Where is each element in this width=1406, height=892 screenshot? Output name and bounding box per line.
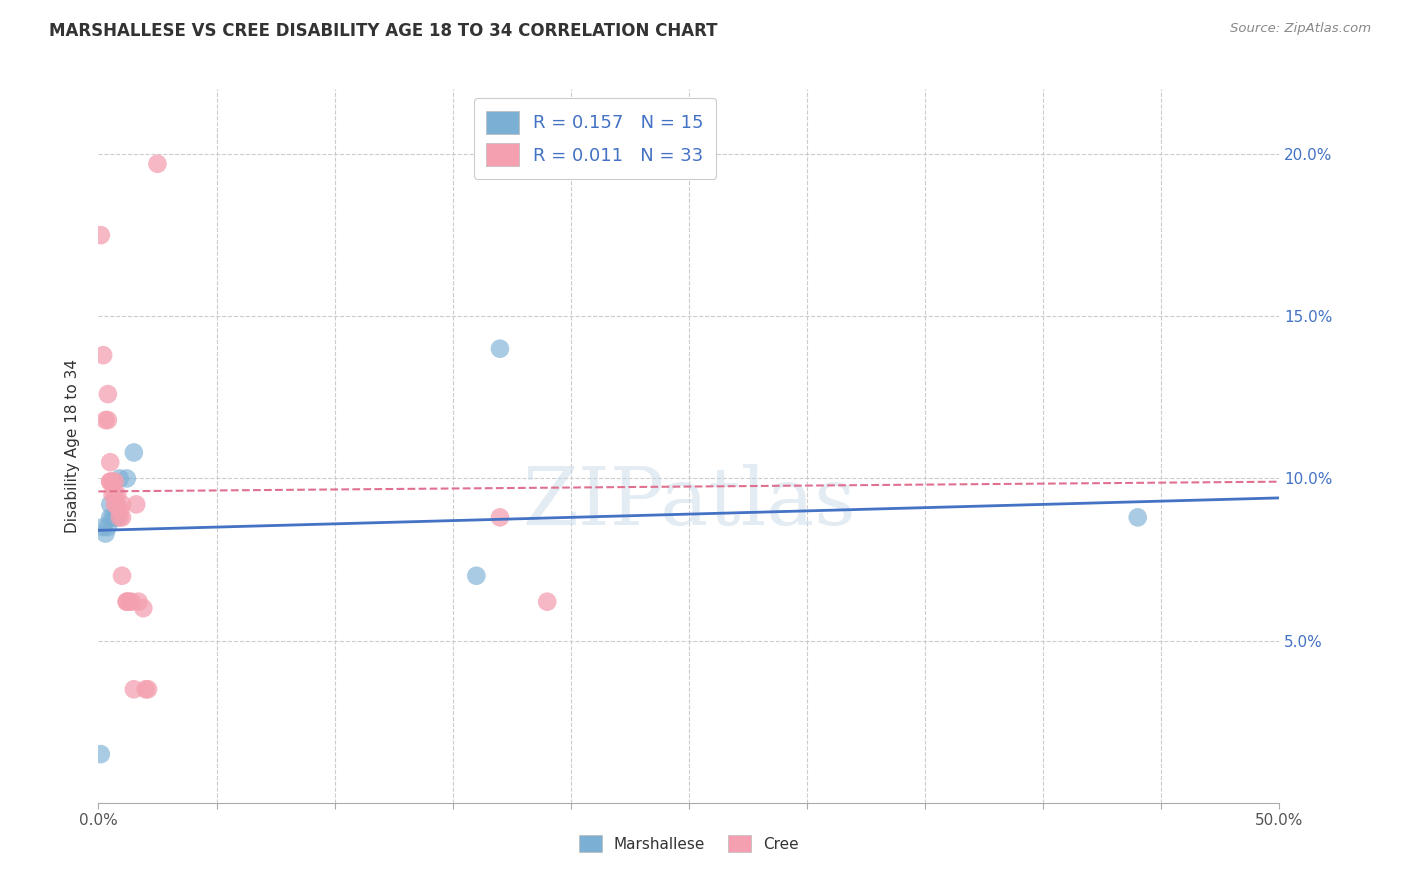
Point <box>122 682 145 697</box>
Point <box>489 342 512 356</box>
Point <box>115 471 138 485</box>
Point <box>98 455 121 469</box>
Point <box>98 475 121 489</box>
Text: ZIPatlas: ZIPatlas <box>522 464 856 542</box>
Point <box>90 747 112 761</box>
Point <box>108 510 131 524</box>
Point <box>136 682 159 697</box>
Point <box>105 510 128 524</box>
Point <box>108 471 131 485</box>
Point <box>98 475 121 489</box>
Point <box>1126 510 1149 524</box>
Point <box>118 595 141 609</box>
Point <box>98 510 121 524</box>
Point <box>111 568 134 582</box>
Point <box>121 595 143 609</box>
Point <box>111 497 134 511</box>
Point <box>91 348 114 362</box>
Point <box>128 595 150 609</box>
Point <box>105 488 128 502</box>
Point <box>94 413 117 427</box>
Point <box>94 526 117 541</box>
Point <box>105 497 128 511</box>
Text: MARSHALLESE VS CREE DISABILITY AGE 18 TO 34 CORRELATION CHART: MARSHALLESE VS CREE DISABILITY AGE 18 TO… <box>49 22 717 40</box>
Point <box>489 510 512 524</box>
Point <box>104 510 127 524</box>
Point <box>115 595 138 609</box>
Point <box>132 601 155 615</box>
Point <box>91 520 114 534</box>
Point <box>536 595 558 609</box>
Point <box>101 475 124 489</box>
Point <box>90 228 112 243</box>
Point <box>465 568 488 582</box>
Point <box>104 488 127 502</box>
Legend: Marshallese, Cree: Marshallese, Cree <box>571 828 807 859</box>
Point <box>98 497 121 511</box>
Point <box>104 497 127 511</box>
Point <box>111 510 134 524</box>
Text: Source: ZipAtlas.com: Source: ZipAtlas.com <box>1230 22 1371 36</box>
Point <box>135 682 157 697</box>
Point <box>97 387 120 401</box>
Point <box>122 445 145 459</box>
Point <box>101 488 124 502</box>
Point <box>125 497 148 511</box>
Point <box>101 510 124 524</box>
Point <box>97 520 120 534</box>
Point <box>97 413 120 427</box>
Y-axis label: Disability Age 18 to 34: Disability Age 18 to 34 <box>65 359 80 533</box>
Point <box>146 157 169 171</box>
Point <box>115 595 138 609</box>
Point <box>104 475 127 489</box>
Point <box>108 504 131 518</box>
